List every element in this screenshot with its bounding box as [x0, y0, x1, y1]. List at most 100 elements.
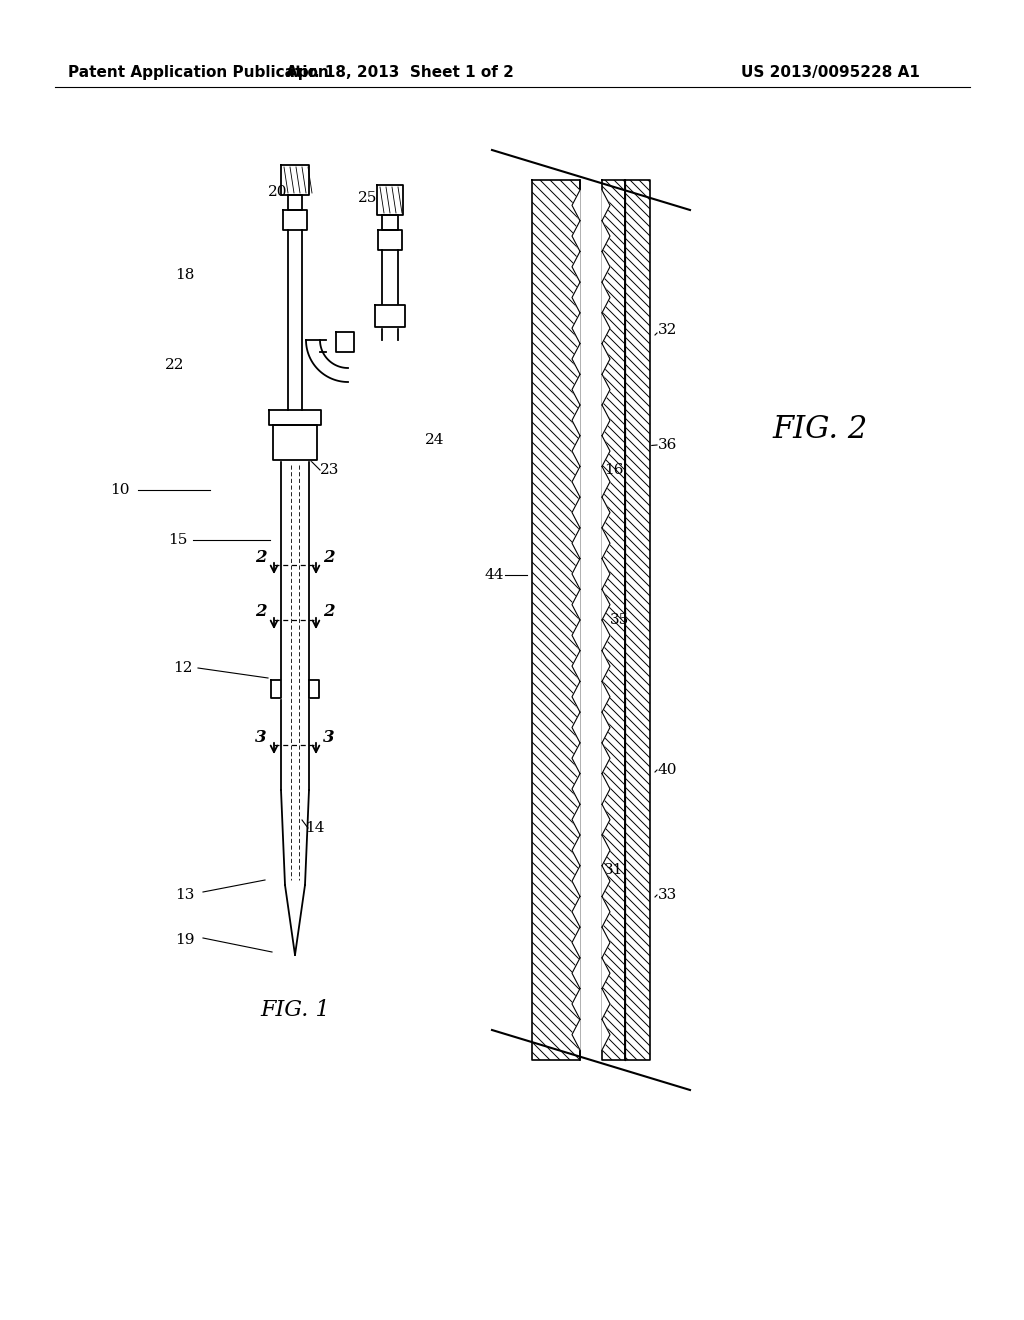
Polygon shape [572, 651, 580, 681]
Polygon shape [273, 425, 317, 459]
Text: FIG. 2: FIG. 2 [772, 414, 867, 446]
Polygon shape [572, 774, 580, 804]
Text: 3: 3 [324, 729, 335, 746]
Text: 3: 3 [255, 729, 267, 746]
Polygon shape [375, 305, 406, 327]
Polygon shape [602, 405, 610, 436]
Polygon shape [378, 230, 402, 249]
Polygon shape [602, 466, 610, 498]
Polygon shape [602, 896, 610, 927]
Polygon shape [602, 651, 610, 681]
Polygon shape [283, 210, 307, 230]
Polygon shape [572, 436, 580, 466]
Polygon shape [602, 343, 610, 375]
Text: 2: 2 [324, 549, 335, 565]
Text: US 2013/0095228 A1: US 2013/0095228 A1 [740, 65, 920, 79]
Polygon shape [572, 713, 580, 743]
Text: 10: 10 [111, 483, 130, 498]
Text: FIG. 1: FIG. 1 [260, 999, 330, 1020]
Polygon shape [572, 313, 580, 343]
Polygon shape [271, 680, 281, 698]
Polygon shape [572, 804, 580, 836]
Polygon shape [602, 251, 610, 282]
Polygon shape [602, 375, 610, 405]
Polygon shape [602, 836, 610, 866]
Text: 2: 2 [255, 603, 267, 620]
Polygon shape [572, 743, 580, 774]
Polygon shape [602, 313, 610, 343]
Polygon shape [269, 411, 321, 425]
Text: 14: 14 [305, 821, 325, 836]
Polygon shape [602, 927, 610, 958]
Polygon shape [572, 896, 580, 927]
Text: 31: 31 [604, 863, 624, 876]
Polygon shape [602, 620, 610, 651]
Polygon shape [572, 405, 580, 436]
Polygon shape [572, 927, 580, 958]
Polygon shape [572, 220, 580, 251]
Text: 24: 24 [425, 433, 444, 447]
Polygon shape [572, 498, 580, 528]
Text: 44: 44 [484, 568, 504, 582]
Text: 33: 33 [658, 888, 677, 902]
Polygon shape [602, 558, 610, 589]
Text: 36: 36 [658, 438, 677, 451]
Text: Patent Application Publication: Patent Application Publication [68, 65, 329, 79]
Polygon shape [288, 195, 302, 210]
Polygon shape [572, 375, 580, 405]
Text: 40: 40 [658, 763, 678, 777]
Text: 18: 18 [175, 268, 195, 282]
Polygon shape [572, 989, 580, 1019]
Text: 19: 19 [175, 933, 195, 946]
Polygon shape [572, 836, 580, 866]
Polygon shape [602, 589, 610, 620]
Polygon shape [602, 681, 610, 713]
Polygon shape [602, 528, 610, 558]
Polygon shape [572, 343, 580, 375]
Text: 2: 2 [255, 549, 267, 565]
Text: 22: 22 [165, 358, 184, 372]
Polygon shape [572, 558, 580, 589]
Polygon shape [572, 866, 580, 896]
Polygon shape [288, 230, 302, 411]
Polygon shape [572, 190, 580, 220]
Polygon shape [572, 1019, 580, 1049]
Polygon shape [602, 180, 625, 1060]
Text: 25: 25 [358, 191, 378, 205]
Polygon shape [309, 680, 319, 698]
Polygon shape [602, 1019, 610, 1049]
Polygon shape [602, 866, 610, 896]
Text: 20: 20 [268, 185, 288, 199]
Polygon shape [602, 190, 610, 220]
Polygon shape [377, 185, 403, 215]
Text: 2: 2 [324, 603, 335, 620]
Text: 15: 15 [168, 533, 187, 546]
Polygon shape [602, 282, 610, 313]
Polygon shape [602, 713, 610, 743]
Polygon shape [281, 165, 309, 195]
Polygon shape [572, 589, 580, 620]
Polygon shape [572, 251, 580, 282]
Polygon shape [382, 215, 398, 230]
Polygon shape [602, 743, 610, 774]
Text: 12: 12 [173, 661, 193, 675]
Polygon shape [602, 958, 610, 989]
Polygon shape [572, 528, 580, 558]
Text: 16: 16 [604, 463, 624, 477]
Polygon shape [572, 620, 580, 651]
Text: 32: 32 [658, 323, 677, 337]
Polygon shape [572, 681, 580, 713]
Text: 35: 35 [610, 612, 630, 627]
Polygon shape [602, 774, 610, 804]
Polygon shape [602, 220, 610, 251]
Polygon shape [602, 436, 610, 466]
Text: Apr. 18, 2013  Sheet 1 of 2: Apr. 18, 2013 Sheet 1 of 2 [286, 65, 514, 79]
Polygon shape [336, 333, 354, 352]
Polygon shape [602, 498, 610, 528]
Polygon shape [625, 180, 650, 1060]
Polygon shape [572, 466, 580, 498]
Polygon shape [580, 180, 602, 1060]
Polygon shape [572, 282, 580, 313]
Polygon shape [602, 989, 610, 1019]
Polygon shape [532, 180, 580, 1060]
